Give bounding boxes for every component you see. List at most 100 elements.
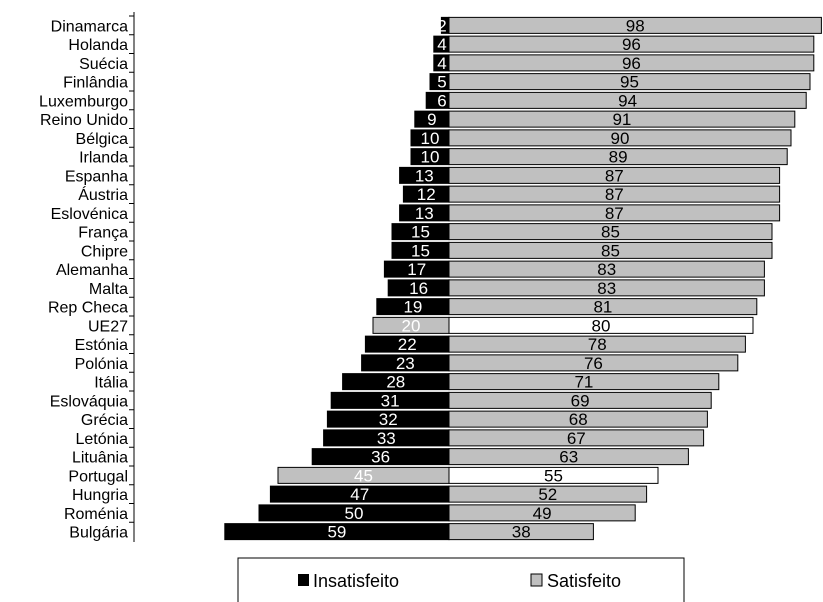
label-satisfeito-chipre: 85 bbox=[601, 241, 620, 260]
bar-satisfeito-dinamarca bbox=[448, 16, 822, 34]
category-label-italia: Itália bbox=[94, 375, 128, 392]
bar-satisfeito-irlanda bbox=[448, 148, 788, 166]
bar-satisfeito-finlandia bbox=[448, 73, 811, 91]
category-label-romenia: Roménia bbox=[64, 506, 128, 523]
category-label-franca: França bbox=[78, 225, 128, 242]
label-satisfeito-suecia: 96 bbox=[622, 54, 641, 73]
label-satisfeito-eslovenica: 87 bbox=[605, 204, 624, 223]
label-satisfeito-holanda: 96 bbox=[622, 35, 641, 54]
legend-label-insatisfeito: Insatisfeito bbox=[313, 571, 399, 591]
category-label-ue27: UE27 bbox=[88, 318, 128, 335]
category-axis: Dinamarca Holanda Suécia FinlândiaLuxemburg… bbox=[39, 12, 135, 542]
label-insatisfeito-alemanha: 17 bbox=[407, 260, 426, 279]
label-insatisfeito-holanda: 4 bbox=[437, 35, 446, 54]
label-satisfeito-austria: 87 bbox=[605, 185, 624, 204]
bar-satisfeito-letonia bbox=[448, 429, 705, 447]
category-label-luxemburgo: Luxemburgo bbox=[39, 93, 128, 110]
category-label-eslovenica: Eslovénica bbox=[51, 206, 128, 223]
label-satisfeito-grecia: 68 bbox=[569, 410, 588, 429]
label-satisfeito-estonia: 78 bbox=[588, 335, 607, 354]
category-label-polonia: Polónia bbox=[75, 356, 128, 373]
label-insatisfeito-hungria: 47 bbox=[350, 485, 369, 504]
label-satisfeito-letonia: 67 bbox=[567, 429, 586, 448]
label-insatisfeito-rep-checa: 19 bbox=[403, 298, 422, 317]
category-label-eslovaquia: Eslováquia bbox=[50, 393, 128, 410]
bar-satisfeito-luxemburgo bbox=[448, 91, 807, 109]
label-insatisfeito-espanha: 13 bbox=[415, 166, 434, 185]
bar-satisfeito-portugal bbox=[448, 466, 659, 484]
label-insatisfeito-chipre: 15 bbox=[411, 241, 430, 260]
label-insatisfeito-finlandia: 5 bbox=[437, 73, 446, 92]
bar-satisfeito-suecia bbox=[448, 54, 815, 72]
category-label-finlandia: Finlândia bbox=[63, 75, 128, 92]
label-satisfeito-dinamarca: 98 bbox=[626, 16, 645, 35]
label-satisfeito-malta: 83 bbox=[597, 279, 616, 298]
bar-satisfeito-alemanha bbox=[448, 260, 765, 278]
label-insatisfeito-reino-unido: 9 bbox=[427, 110, 436, 129]
label-satisfeito-polonia: 76 bbox=[584, 354, 603, 373]
category-label-rep-checa: Rep Checa bbox=[48, 300, 128, 317]
label-satisfeito-alemanha: 83 bbox=[597, 260, 616, 279]
category-label-grecia: Grécia bbox=[81, 412, 128, 429]
bar-satisfeito-reino-unido bbox=[448, 110, 796, 128]
bar-satisfeito-holanda bbox=[448, 35, 815, 53]
label-satisfeito-hungria: 52 bbox=[538, 485, 557, 504]
label-insatisfeito-romenia: 50 bbox=[345, 504, 364, 523]
bars bbox=[224, 16, 822, 541]
category-label-belgica: Bélgica bbox=[76, 131, 129, 148]
label-insatisfeito-eslovenica: 13 bbox=[415, 204, 434, 223]
label-insatisfeito-ue27: 20 bbox=[402, 316, 421, 335]
label-insatisfeito-franca: 15 bbox=[411, 223, 430, 242]
category-label-holanda: Holanda bbox=[68, 37, 128, 54]
label-insatisfeito-malta: 16 bbox=[409, 279, 428, 298]
label-satisfeito-italia: 71 bbox=[574, 373, 593, 392]
category-label-portugal: Portugal bbox=[68, 468, 128, 485]
category-label-bulgaria: Bulgária bbox=[69, 525, 128, 542]
category-label-chipre: Chipre bbox=[81, 243, 128, 260]
category-label-irlanda: Irlanda bbox=[79, 150, 128, 167]
label-satisfeito-ue27: 80 bbox=[592, 316, 611, 335]
bar-satisfeito-bulgaria bbox=[448, 523, 594, 541]
label-satisfeito-bulgaria: 38 bbox=[512, 523, 531, 542]
label-insatisfeito-irlanda: 10 bbox=[421, 148, 440, 167]
legend-label-satisfeito: Satisfeito bbox=[547, 571, 621, 591]
bar-satisfeito-polonia bbox=[448, 354, 739, 372]
category-label-estonia: Estónia bbox=[75, 337, 128, 354]
label-insatisfeito-estonia: 22 bbox=[398, 335, 417, 354]
bar-satisfeito-italia bbox=[448, 373, 720, 391]
bar-satisfeito-estonia bbox=[448, 335, 746, 353]
bar-satisfeito-grecia bbox=[448, 410, 708, 428]
label-insatisfeito-portugal: 45 bbox=[354, 466, 373, 485]
label-satisfeito-lituania: 63 bbox=[559, 448, 578, 467]
category-label-alemanha: Alemanha bbox=[56, 262, 128, 279]
category-label-suecia: Suécia bbox=[79, 56, 128, 73]
label-insatisfeito-letonia: 33 bbox=[377, 429, 396, 448]
category-label-lituania: Lituânia bbox=[72, 450, 128, 467]
bar-satisfeito-eslovaquia bbox=[448, 391, 712, 409]
label-satisfeito-belgica: 90 bbox=[611, 129, 630, 148]
label-satisfeito-finlandia: 95 bbox=[620, 73, 639, 92]
label-insatisfeito-lituania: 36 bbox=[371, 448, 390, 467]
label-insatisfeito-dinamarca: 2 bbox=[437, 16, 446, 35]
category-label-dinamarca: Dinamarca bbox=[51, 18, 128, 35]
bar-satisfeito-ue27 bbox=[448, 316, 754, 334]
bar-satisfeito-franca bbox=[448, 223, 773, 241]
bar-satisfeito-austria bbox=[448, 185, 781, 203]
legend: Insatisfeito Satisfeito bbox=[237, 557, 685, 602]
category-label-letonia: Letónia bbox=[76, 431, 129, 448]
label-satisfeito-espanha: 87 bbox=[605, 166, 624, 185]
label-insatisfeito-suecia: 4 bbox=[437, 54, 446, 73]
label-insatisfeito-austria: 12 bbox=[417, 185, 436, 204]
label-satisfeito-portugal: 55 bbox=[544, 466, 563, 485]
bar-satisfeito-romenia bbox=[448, 504, 636, 522]
label-satisfeito-reino-unido: 91 bbox=[612, 110, 631, 129]
legend-box bbox=[237, 557, 685, 602]
legend-swatch-satisfeito bbox=[530, 573, 543, 587]
label-insatisfeito-bulgaria: 59 bbox=[327, 523, 346, 542]
label-satisfeito-romenia: 49 bbox=[533, 504, 552, 523]
bar-satisfeito-hungria bbox=[448, 485, 648, 503]
label-satisfeito-eslovaquia: 69 bbox=[571, 391, 590, 410]
category-label-hungria: Hungria bbox=[72, 487, 128, 504]
